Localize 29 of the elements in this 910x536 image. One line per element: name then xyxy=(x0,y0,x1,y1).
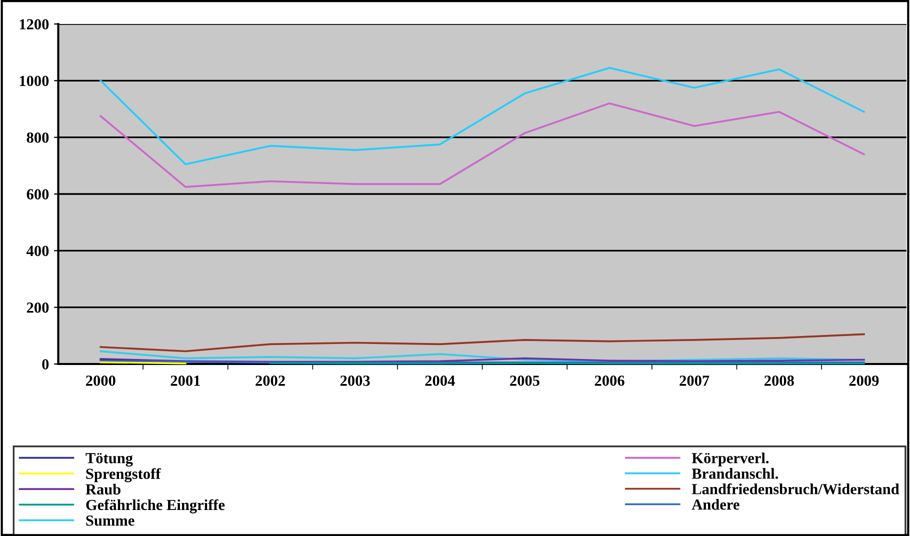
x-tick-label: 2006 xyxy=(594,376,624,386)
y-tick-label: 400 xyxy=(26,246,49,256)
x-tick-label: 2000 xyxy=(86,376,116,386)
x-tick-label: 2003 xyxy=(340,376,370,386)
line-series xyxy=(100,102,865,188)
x-tick-label: 2008 xyxy=(764,376,794,386)
y-tick-label: 1200 xyxy=(20,19,49,30)
legend-label: Sprengstoff xyxy=(86,468,161,482)
x-tick-label: 2004 xyxy=(425,376,455,386)
legend-label: Körperverl. xyxy=(692,452,769,466)
legend-label: Summe xyxy=(86,515,134,526)
legend-label: Brandanschl. xyxy=(692,468,778,479)
x-tick-label: 2005 xyxy=(510,376,540,386)
legend-label: Tötung xyxy=(86,452,133,467)
line-series xyxy=(100,67,865,166)
x-tick-label: 2009 xyxy=(849,376,879,386)
y-tick-label: 1000 xyxy=(20,76,49,86)
legend-label: Landfriedensbruch/Widerstand xyxy=(692,483,900,494)
legend-label: Andere xyxy=(692,499,740,510)
y-tick-label: 600 xyxy=(26,189,49,200)
y-tick-label: 200 xyxy=(26,302,49,313)
y-tick-label: 800 xyxy=(26,132,49,143)
line-series xyxy=(100,333,865,352)
x-tick-label: 2007 xyxy=(680,376,710,386)
legend-label: Gefährliche Eingriffe xyxy=(86,499,225,514)
y-tick-label: 0 xyxy=(42,359,49,370)
x-tick-label: 2002 xyxy=(256,376,285,386)
legend-label: Raub xyxy=(86,484,120,495)
x-tick-label: 2001 xyxy=(170,376,200,386)
